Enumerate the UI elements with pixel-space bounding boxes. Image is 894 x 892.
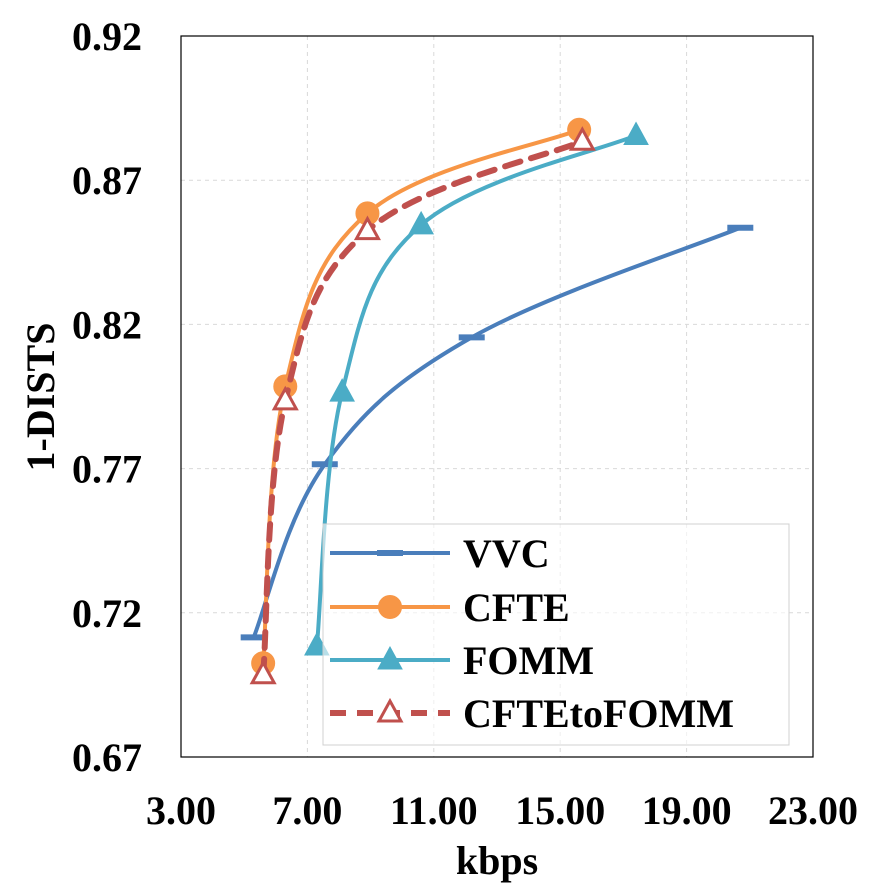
x-tick-labels: 3.00 7.00 11.00 15.00 19.00 23.00 xyxy=(146,788,858,833)
x-tick-label: 3.00 xyxy=(146,788,216,833)
series-line-vvc xyxy=(251,225,743,640)
x-tick-label: 11.00 xyxy=(390,788,478,833)
plot-area-frame xyxy=(180,35,814,758)
series-line-cftetofomm xyxy=(260,138,586,678)
legend: VVC CFTE FOMM CFTEtoFOMM xyxy=(322,523,790,746)
legend-entry-cfte: CFTE xyxy=(330,585,570,630)
legend-marker xyxy=(377,645,403,670)
data-point-cftetofomm xyxy=(249,659,277,685)
legend-marker xyxy=(376,697,404,723)
series-line-cfte xyxy=(261,127,582,666)
y-tick-label: 0.72 xyxy=(72,591,142,636)
y-axis-label: 1-DISTS xyxy=(18,323,63,472)
legend-entry-vvc: VVC xyxy=(330,531,550,576)
legend-label: FOMM xyxy=(463,638,594,683)
legend-entry-cftetofomm: CFTEtoFOMM xyxy=(330,691,734,736)
data-point-cftetofomm xyxy=(271,385,299,411)
legend-entry-fomm: FOMM xyxy=(330,638,594,683)
legend-box xyxy=(322,523,790,746)
data-point-fomm xyxy=(408,210,435,235)
x-tick-label: 19.00 xyxy=(642,788,732,833)
y-tick-label: 0.82 xyxy=(72,302,142,347)
y-tick-label: 0.92 xyxy=(72,14,142,59)
y-tick-label: 0.67 xyxy=(72,735,142,780)
y-tick-label: 0.87 xyxy=(72,158,142,203)
legend-label: VVC xyxy=(463,531,550,576)
x-axis-label: kbps xyxy=(456,838,538,883)
y-tick-labels: 0.67 0.72 0.77 0.82 0.87 0.92 xyxy=(72,14,142,780)
x-tick-label: 7.00 xyxy=(272,788,342,833)
x-tick-label: 23.00 xyxy=(768,788,858,833)
legend-label: CFTEtoFOMM xyxy=(463,691,734,736)
data-point-cftetofomm xyxy=(568,126,596,151)
data-point-fomm xyxy=(329,378,356,402)
series-cftetofomm xyxy=(249,126,596,685)
data-point-cftetofomm xyxy=(353,215,381,241)
legend-label: CFTE xyxy=(463,585,570,630)
data-point-fomm xyxy=(623,121,649,145)
y-tick-label: 0.77 xyxy=(72,447,142,492)
legend-marker xyxy=(378,595,402,619)
x-tick-label: 15.00 xyxy=(515,788,605,833)
